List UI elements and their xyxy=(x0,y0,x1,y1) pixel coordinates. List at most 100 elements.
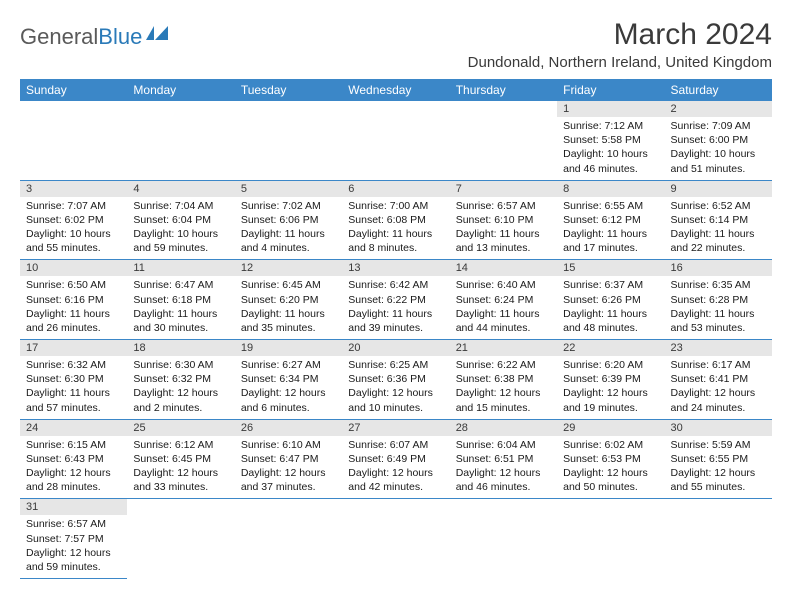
daylight-text: Daylight: 12 hours and 50 minutes. xyxy=(563,466,658,494)
calendar-cell: 26Sunrise: 6:10 AMSunset: 6:47 PMDayligh… xyxy=(235,419,342,499)
day-details: Sunrise: 6:04 AMSunset: 6:51 PMDaylight:… xyxy=(450,436,557,499)
day-details: Sunrise: 6:35 AMSunset: 6:28 PMDaylight:… xyxy=(665,276,772,339)
sunset-text: Sunset: 6:47 PM xyxy=(241,452,336,466)
day-number: 20 xyxy=(342,340,449,356)
day-number: 2 xyxy=(665,101,772,117)
brand-name-1: General xyxy=(20,24,98,50)
daylight-text: Daylight: 11 hours and 53 minutes. xyxy=(671,307,766,335)
daylight-text: Daylight: 11 hours and 57 minutes. xyxy=(26,386,121,414)
sunrise-text: Sunrise: 7:07 AM xyxy=(26,199,121,213)
day-number: 14 xyxy=(450,260,557,276)
calendar-cell: 14Sunrise: 6:40 AMSunset: 6:24 PMDayligh… xyxy=(450,260,557,340)
day-details: Sunrise: 6:50 AMSunset: 6:16 PMDaylight:… xyxy=(20,276,127,339)
sunset-text: Sunset: 6:02 PM xyxy=(26,213,121,227)
day-details: Sunrise: 6:10 AMSunset: 6:47 PMDaylight:… xyxy=(235,436,342,499)
sunrise-text: Sunrise: 5:59 AM xyxy=(671,438,766,452)
day-details: Sunrise: 6:15 AMSunset: 6:43 PMDaylight:… xyxy=(20,436,127,499)
sunset-text: Sunset: 6:22 PM xyxy=(348,293,443,307)
daylight-text: Daylight: 10 hours and 59 minutes. xyxy=(133,227,228,255)
day-number: 29 xyxy=(557,420,664,436)
sunset-text: Sunset: 6:49 PM xyxy=(348,452,443,466)
day-details: Sunrise: 6:40 AMSunset: 6:24 PMDaylight:… xyxy=(450,276,557,339)
day-number: 24 xyxy=(20,420,127,436)
day-details: Sunrise: 6:32 AMSunset: 6:30 PMDaylight:… xyxy=(20,356,127,419)
sunset-text: Sunset: 5:58 PM xyxy=(563,133,658,147)
sunset-text: Sunset: 6:10 PM xyxy=(456,213,551,227)
day-number: 26 xyxy=(235,420,342,436)
calendar-cell xyxy=(342,499,449,579)
sunset-text: Sunset: 6:00 PM xyxy=(671,133,766,147)
sunrise-text: Sunrise: 7:00 AM xyxy=(348,199,443,213)
daylight-text: Daylight: 12 hours and 28 minutes. xyxy=(26,466,121,494)
calendar-cell xyxy=(450,499,557,579)
day-number: 18 xyxy=(127,340,234,356)
calendar-cell: 5Sunrise: 7:02 AMSunset: 6:06 PMDaylight… xyxy=(235,180,342,260)
calendar-cell: 22Sunrise: 6:20 AMSunset: 6:39 PMDayligh… xyxy=(557,340,664,420)
sunset-text: Sunset: 6:43 PM xyxy=(26,452,121,466)
calendar-cell xyxy=(235,101,342,180)
calendar-cell: 2Sunrise: 7:09 AMSunset: 6:00 PMDaylight… xyxy=(665,101,772,180)
sunrise-text: Sunrise: 6:42 AM xyxy=(348,278,443,292)
daylight-text: Daylight: 10 hours and 51 minutes. xyxy=(671,147,766,175)
daylight-text: Daylight: 12 hours and 6 minutes. xyxy=(241,386,336,414)
daylight-text: Daylight: 11 hours and 13 minutes. xyxy=(456,227,551,255)
sunset-text: Sunset: 6:20 PM xyxy=(241,293,336,307)
sunset-text: Sunset: 6:45 PM xyxy=(133,452,228,466)
flag-icon xyxy=(146,24,172,50)
daylight-text: Daylight: 11 hours and 48 minutes. xyxy=(563,307,658,335)
sunrise-text: Sunrise: 6:57 AM xyxy=(26,517,121,531)
daylight-text: Daylight: 12 hours and 37 minutes. xyxy=(241,466,336,494)
sunset-text: Sunset: 6:12 PM xyxy=(563,213,658,227)
day-details: Sunrise: 7:04 AMSunset: 6:04 PMDaylight:… xyxy=(127,197,234,260)
calendar-cell: 11Sunrise: 6:47 AMSunset: 6:18 PMDayligh… xyxy=(127,260,234,340)
day-details: Sunrise: 6:45 AMSunset: 6:20 PMDaylight:… xyxy=(235,276,342,339)
sunset-text: Sunset: 6:04 PM xyxy=(133,213,228,227)
daylight-text: Daylight: 11 hours and 44 minutes. xyxy=(456,307,551,335)
sunrise-text: Sunrise: 6:07 AM xyxy=(348,438,443,452)
calendar-cell: 15Sunrise: 6:37 AMSunset: 6:26 PMDayligh… xyxy=(557,260,664,340)
calendar-cell: 20Sunrise: 6:25 AMSunset: 6:36 PMDayligh… xyxy=(342,340,449,420)
daylight-text: Daylight: 11 hours and 26 minutes. xyxy=(26,307,121,335)
sunset-text: Sunset: 6:36 PM xyxy=(348,372,443,386)
sunset-text: Sunset: 6:39 PM xyxy=(563,372,658,386)
weekday-header: Monday xyxy=(127,79,234,101)
calendar-cell: 30Sunrise: 5:59 AMSunset: 6:55 PMDayligh… xyxy=(665,419,772,499)
weekday-header: Wednesday xyxy=(342,79,449,101)
day-details: Sunrise: 6:02 AMSunset: 6:53 PMDaylight:… xyxy=(557,436,664,499)
day-number: 8 xyxy=(557,181,664,197)
sunrise-text: Sunrise: 6:20 AM xyxy=(563,358,658,372)
sunrise-text: Sunrise: 6:50 AM xyxy=(26,278,121,292)
sunrise-text: Sunrise: 6:27 AM xyxy=(241,358,336,372)
sunrise-text: Sunrise: 6:40 AM xyxy=(456,278,551,292)
weekday-header: Thursday xyxy=(450,79,557,101)
calendar-cell: 17Sunrise: 6:32 AMSunset: 6:30 PMDayligh… xyxy=(20,340,127,420)
day-details: Sunrise: 6:25 AMSunset: 6:36 PMDaylight:… xyxy=(342,356,449,419)
daylight-text: Daylight: 12 hours and 42 minutes. xyxy=(348,466,443,494)
day-details: Sunrise: 7:09 AMSunset: 6:00 PMDaylight:… xyxy=(665,117,772,180)
weekday-header: Tuesday xyxy=(235,79,342,101)
day-number: 1 xyxy=(557,101,664,117)
daylight-text: Daylight: 12 hours and 15 minutes. xyxy=(456,386,551,414)
calendar-cell xyxy=(127,101,234,180)
sunset-text: Sunset: 6:28 PM xyxy=(671,293,766,307)
calendar-cell: 23Sunrise: 6:17 AMSunset: 6:41 PMDayligh… xyxy=(665,340,772,420)
day-details: Sunrise: 7:07 AMSunset: 6:02 PMDaylight:… xyxy=(20,197,127,260)
day-number: 30 xyxy=(665,420,772,436)
day-number: 23 xyxy=(665,340,772,356)
sunset-text: Sunset: 6:06 PM xyxy=(241,213,336,227)
day-number: 5 xyxy=(235,181,342,197)
calendar-cell: 10Sunrise: 6:50 AMSunset: 6:16 PMDayligh… xyxy=(20,260,127,340)
daylight-text: Daylight: 12 hours and 10 minutes. xyxy=(348,386,443,414)
weekday-header: Saturday xyxy=(665,79,772,101)
calendar-cell: 16Sunrise: 6:35 AMSunset: 6:28 PMDayligh… xyxy=(665,260,772,340)
day-number: 21 xyxy=(450,340,557,356)
sunrise-text: Sunrise: 6:04 AM xyxy=(456,438,551,452)
calendar-cell: 4Sunrise: 7:04 AMSunset: 6:04 PMDaylight… xyxy=(127,180,234,260)
calendar-cell: 29Sunrise: 6:02 AMSunset: 6:53 PMDayligh… xyxy=(557,419,664,499)
day-number: 31 xyxy=(20,499,127,515)
day-details: Sunrise: 6:30 AMSunset: 6:32 PMDaylight:… xyxy=(127,356,234,419)
day-details: Sunrise: 6:17 AMSunset: 6:41 PMDaylight:… xyxy=(665,356,772,419)
day-details: Sunrise: 6:22 AMSunset: 6:38 PMDaylight:… xyxy=(450,356,557,419)
calendar-cell: 6Sunrise: 7:00 AMSunset: 6:08 PMDaylight… xyxy=(342,180,449,260)
daylight-text: Daylight: 12 hours and 46 minutes. xyxy=(456,466,551,494)
